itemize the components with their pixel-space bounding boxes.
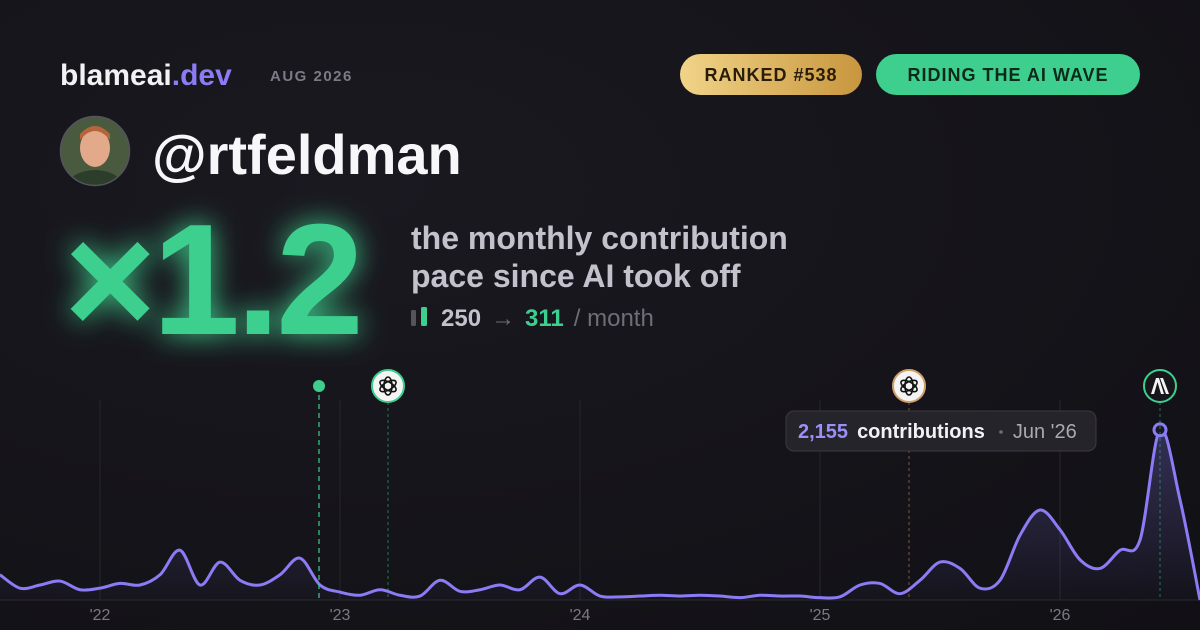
arrow: → xyxy=(491,305,515,332)
wave-text: RIDING THE AI WAVE xyxy=(907,65,1108,85)
tooltip-date: Jun '26 xyxy=(1013,421,1077,443)
avatar xyxy=(59,115,131,187)
pace-icon xyxy=(411,310,416,326)
x-tick-label: '22 xyxy=(90,607,111,624)
pace-icon xyxy=(421,307,427,326)
wave-badge xyxy=(876,54,1140,95)
separator xyxy=(999,430,1003,434)
before: 250 xyxy=(441,305,481,332)
brand: blameai.dev xyxy=(60,59,232,92)
x-tick-label: '23 xyxy=(330,607,351,624)
pace: 250 → 311 / month xyxy=(441,305,654,332)
events xyxy=(313,369,1177,600)
x-tick-label: '25 xyxy=(810,607,831,624)
brand-name: blameai xyxy=(60,59,172,92)
line xyxy=(0,427,1200,601)
tooltip-unit: contributions xyxy=(857,421,985,443)
rank-badge xyxy=(680,54,862,95)
description-line: pace since AI took off xyxy=(411,258,741,294)
tooltip-box xyxy=(785,410,1097,452)
rank-text: RANKED #538 xyxy=(704,65,837,85)
description-line: the monthly contribution xyxy=(411,220,788,256)
after: 311 xyxy=(525,305,564,332)
handle: @rtfeldman xyxy=(152,123,462,186)
date: AUG 2026 xyxy=(270,68,353,85)
multiplier: ×1.2 xyxy=(64,192,360,368)
tooltip-text: 2,155 contributions Jun '26 xyxy=(798,421,1077,443)
brand-tld: .dev xyxy=(172,59,232,92)
peak-marker xyxy=(1152,422,1168,438)
tooltip-value: 2,155 xyxy=(798,421,848,443)
tooltip: 2,155 contributions Jun '26 xyxy=(785,410,1097,452)
unit: / month xyxy=(574,305,654,332)
x-tick-label: '24 xyxy=(570,607,591,624)
x-tick-label: '26 xyxy=(1050,607,1071,624)
area xyxy=(0,429,1200,600)
